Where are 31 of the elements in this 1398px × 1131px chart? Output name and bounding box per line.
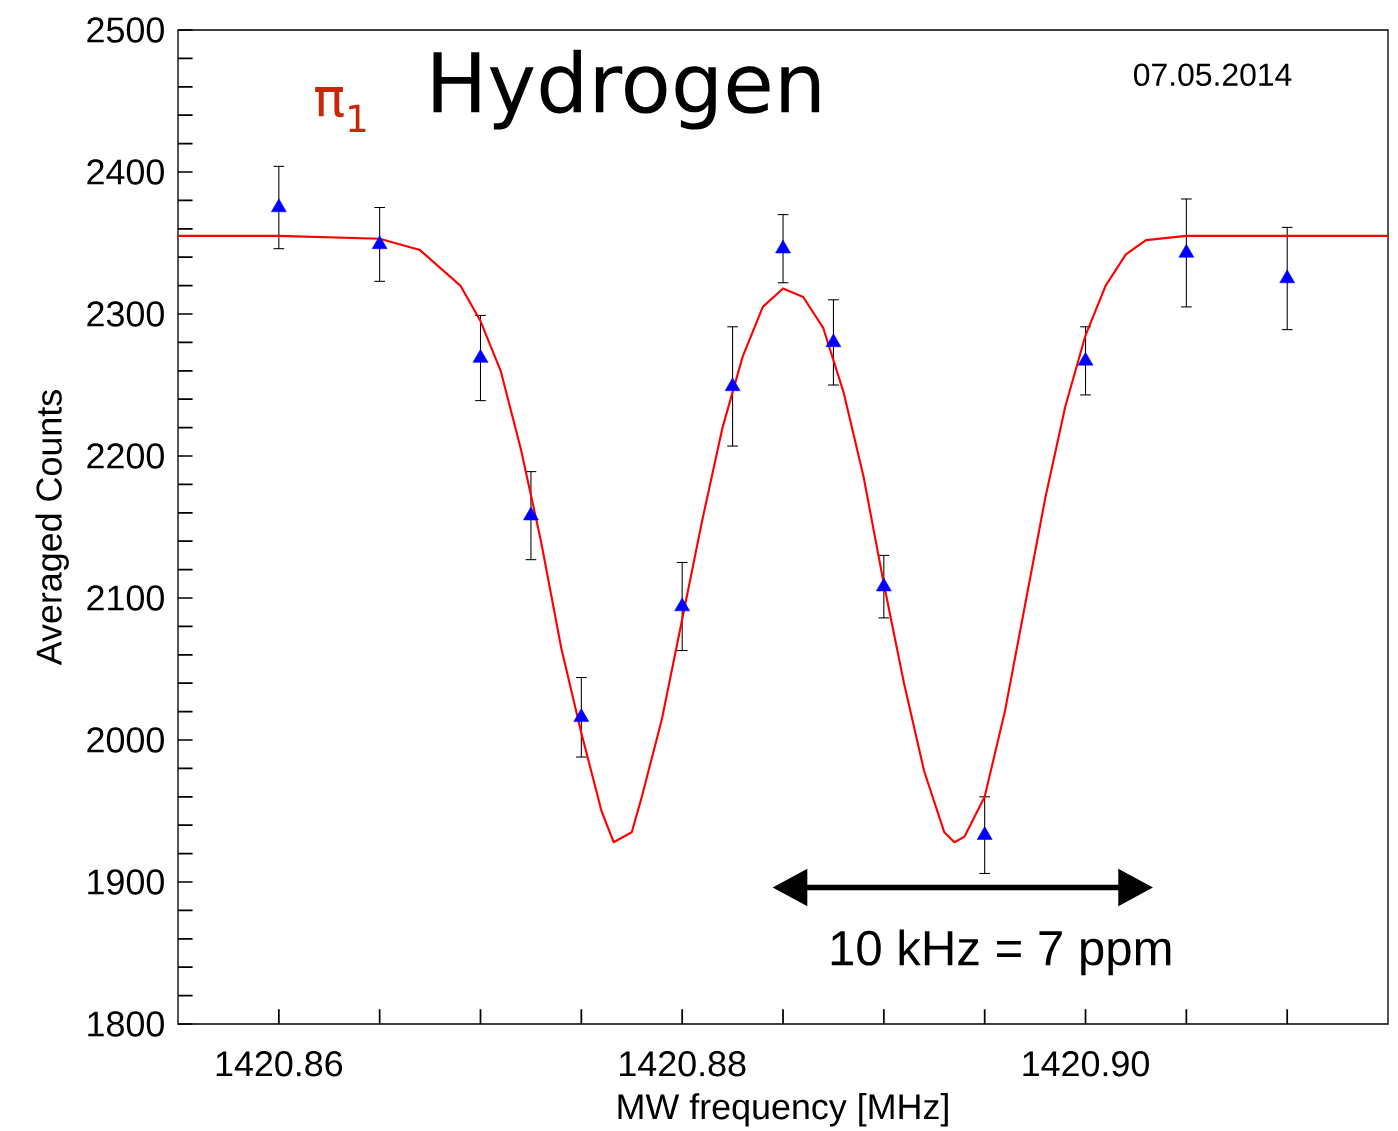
x-tick-label: 1420.90 (1023, 1051, 1149, 1077)
chart-title: Hydrogen (433, 49, 820, 130)
x-tick-label: 1420.88 (620, 1051, 746, 1077)
annotation: π$_{1}$ (315, 87, 366, 132)
point (825, 333, 842, 348)
annotation: 10 kHz = 7 ppm (831, 929, 1171, 976)
point (674, 597, 690, 612)
y-tick-label: 2200 (87, 443, 164, 469)
point (724, 377, 741, 392)
point (1279, 269, 1295, 284)
point (775, 239, 791, 254)
point (472, 349, 489, 363)
point (976, 826, 993, 840)
point (573, 708, 590, 722)
y-tick-label: 2000 (87, 727, 164, 753)
y-tick-label: 1800 (88, 1011, 164, 1037)
x-axis-title: MW frequency [MHz] (618, 1093, 948, 1127)
point (271, 198, 287, 213)
y-tick-label: 2100 (87, 585, 164, 611)
y-tick-label: 2300 (87, 301, 164, 327)
y-tick-label: 2400 (87, 159, 164, 185)
point (523, 506, 539, 521)
point (876, 577, 892, 592)
x-tick-label: 1420.86 (216, 1051, 343, 1077)
y-axis-title: Averaged Counts (35, 390, 69, 666)
annotation: 07.05.2014 (1134, 63, 1292, 87)
y-tick-label: 2500 (87, 17, 164, 43)
y-tick-label: 1900 (88, 869, 164, 895)
point (371, 235, 388, 250)
point (1077, 351, 1094, 366)
point (1178, 244, 1195, 258)
